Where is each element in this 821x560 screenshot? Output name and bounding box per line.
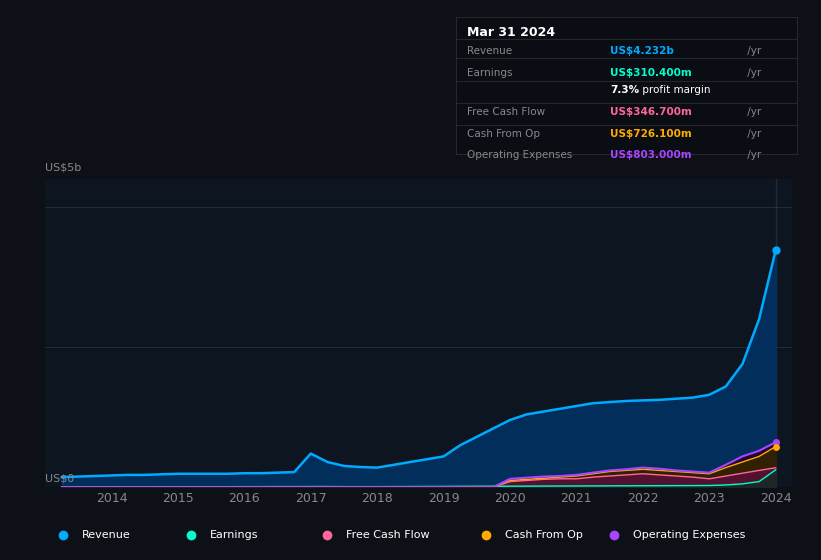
Text: Free Cash Flow: Free Cash Flow <box>466 108 545 118</box>
Text: US$346.700m: US$346.700m <box>610 108 691 118</box>
Text: US$0: US$0 <box>45 474 75 484</box>
Text: Revenue: Revenue <box>466 45 511 55</box>
Text: US$803.000m: US$803.000m <box>610 150 691 160</box>
Text: Operating Expenses: Operating Expenses <box>466 150 572 160</box>
Text: US$5b: US$5b <box>45 163 81 173</box>
Text: /yr: /yr <box>745 150 762 160</box>
Text: Mar 31 2024: Mar 31 2024 <box>466 26 555 39</box>
Text: Earnings: Earnings <box>210 530 259 540</box>
Text: Earnings: Earnings <box>466 68 512 78</box>
Text: Cash From Op: Cash From Op <box>505 530 583 540</box>
Text: Free Cash Flow: Free Cash Flow <box>346 530 430 540</box>
Text: profit margin: profit margin <box>639 86 710 95</box>
Text: US$726.100m: US$726.100m <box>610 129 691 139</box>
Text: Revenue: Revenue <box>82 530 131 540</box>
Text: US$4.232b: US$4.232b <box>610 45 674 55</box>
Text: /yr: /yr <box>745 108 762 118</box>
Text: Cash From Op: Cash From Op <box>466 129 539 139</box>
Text: /yr: /yr <box>745 68 762 78</box>
Text: /yr: /yr <box>745 129 762 139</box>
Text: US$310.400m: US$310.400m <box>610 68 691 78</box>
Text: /yr: /yr <box>745 45 762 55</box>
Text: 7.3%: 7.3% <box>610 86 639 95</box>
Text: Operating Expenses: Operating Expenses <box>633 530 745 540</box>
